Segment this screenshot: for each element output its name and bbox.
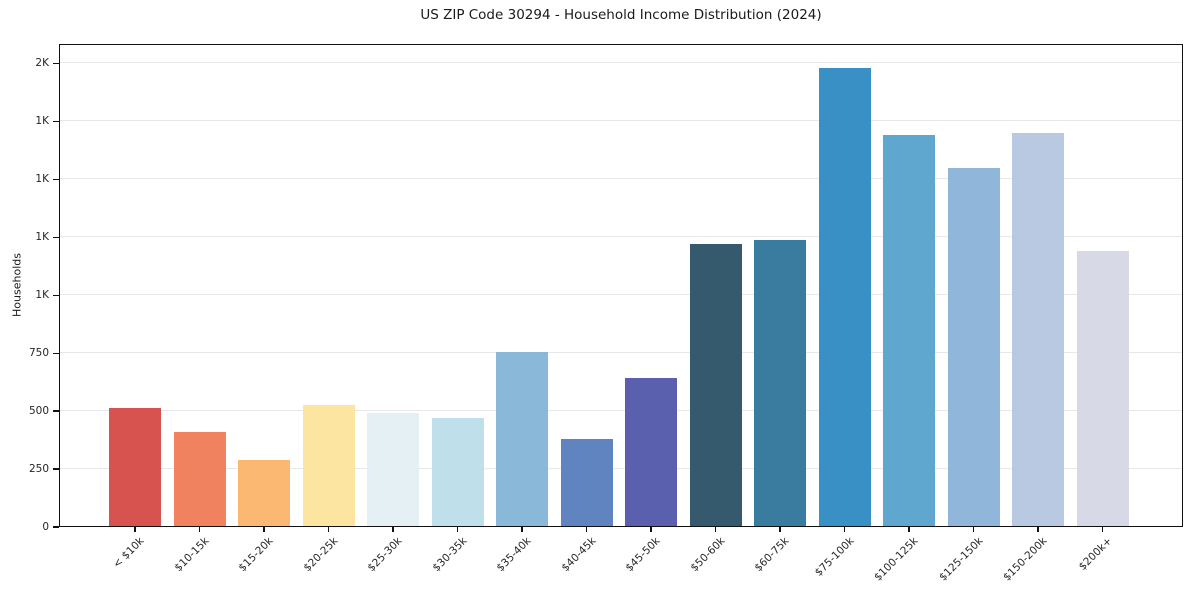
bar-$100-125k: [883, 134, 935, 527]
bar-$75-100k: [818, 67, 871, 527]
bar-$35-40k: [496, 352, 548, 527]
y-tick-mark: [53, 120, 59, 123]
y-axis-label: Households: [10, 253, 24, 317]
x-tick-mark: [521, 527, 523, 532]
bar-$200k+: [1076, 251, 1129, 527]
bar-$25-30k: [367, 412, 419, 527]
y-tick-mark: [53, 178, 59, 180]
y-tick-mark: [53, 526, 59, 528]
gridline: [59, 352, 1183, 354]
x-tick-mark: [908, 527, 910, 532]
y-tick-label: 1K: [35, 173, 49, 186]
chart-title: US ZIP Code 30294 - Household Income Dis…: [420, 7, 822, 23]
gridline: [59, 294, 1183, 296]
y-tick-mark: [53, 352, 59, 354]
y-tick-label: 2K: [35, 57, 49, 70]
bar-$20-25k: [302, 404, 355, 527]
y-tick-mark: [53, 468, 59, 470]
gridline: [59, 410, 1183, 412]
y-tick-label: 1K: [35, 231, 49, 244]
gridline: [59, 120, 1183, 122]
x-tick-mark: [198, 527, 201, 532]
x-tick-mark: [585, 527, 588, 532]
y-tick-label: 500: [28, 405, 49, 418]
x-tick-label: < $10k: [110, 535, 147, 571]
gridline: [59, 178, 1183, 180]
x-tick-mark: [263, 527, 265, 532]
y-tick-mark: [53, 294, 59, 296]
y-tick-label: 250: [28, 463, 49, 476]
bar-$30-35k: [431, 417, 484, 527]
bar-$125-150k: [947, 168, 1000, 527]
bar-$45-50k: [625, 378, 677, 527]
bar-$150-200k: [1012, 132, 1064, 527]
plot-area: [59, 44, 1183, 527]
bar-$60-75k: [754, 239, 806, 527]
x-tick-mark: [779, 527, 781, 532]
x-tick-mark: [1101, 527, 1104, 532]
gridline: [59, 236, 1183, 238]
y-tick-mark: [53, 62, 59, 65]
x-tick-mark: [843, 527, 846, 532]
x-tick-mark: [1037, 527, 1039, 532]
x-tick-mark: [134, 527, 136, 532]
x-tick-mark: [972, 527, 975, 532]
y-tick-label: 1K: [35, 115, 49, 128]
y-tick-label: 0: [42, 521, 49, 533]
gridline: [59, 468, 1183, 470]
x-tick-mark: [327, 527, 330, 532]
x-tick-mark: [392, 527, 394, 532]
y-tick-mark: [53, 410, 59, 412]
bar-$15-20k: [238, 459, 290, 527]
bar-$10-15k: [173, 432, 226, 527]
x-tick-mark: [650, 527, 652, 532]
gridline: [59, 62, 1183, 64]
bar-$50-60k: [689, 244, 742, 527]
y-tick-label: 1K: [35, 289, 49, 302]
y-tick-mark: [53, 236, 59, 238]
bar-< $10k: [109, 408, 161, 527]
y-tick-label: 750: [28, 347, 49, 360]
x-tick-mark: [714, 527, 717, 532]
x-tick-mark: [456, 527, 459, 532]
bar-$40-45k: [560, 439, 613, 527]
